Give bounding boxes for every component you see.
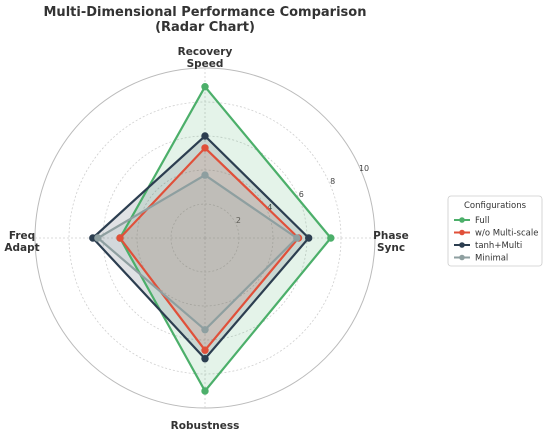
legend-marker xyxy=(459,242,465,248)
legend-box xyxy=(447,195,543,267)
axis-label: Adapt xyxy=(4,242,39,254)
grid: 2 4 6 8 10 xyxy=(34,67,376,409)
series-fill-full xyxy=(120,86,331,391)
data-point xyxy=(201,326,209,334)
series-fill-minimal xyxy=(97,175,297,330)
legend-label: Full xyxy=(475,216,490,226)
legend-title: Configurations xyxy=(464,201,527,211)
legend: Configurations Full w/o Multi-scale tanh+Mu… xyxy=(447,195,543,267)
chart-title-line2: (Radar Chart) xyxy=(155,20,255,35)
data-point xyxy=(201,83,209,91)
axis-label: Sync xyxy=(377,242,405,254)
radial-tick-label: 6 xyxy=(299,190,304,199)
data-point xyxy=(201,132,209,140)
radial-tick-label: 10 xyxy=(359,164,369,173)
legend-marker xyxy=(459,217,465,223)
data-point xyxy=(327,234,335,242)
data-point xyxy=(116,234,124,242)
series-layer xyxy=(89,83,335,395)
data-point xyxy=(305,234,313,242)
axis-label: Freq xyxy=(9,230,35,242)
data-point xyxy=(201,355,209,363)
legend-label: Minimal xyxy=(475,254,508,264)
legend-label: w/o Multi-scale xyxy=(475,229,538,239)
data-point xyxy=(201,171,209,179)
axis-label: Recovery xyxy=(178,46,233,58)
legend-marker xyxy=(459,229,465,236)
data-point xyxy=(201,144,209,152)
axis-label: Phase xyxy=(373,230,409,242)
legend-label: tanh+Multi xyxy=(475,241,522,251)
radial-tick-label: 2 xyxy=(236,216,241,225)
radial-tick-label: 8 xyxy=(330,177,335,186)
axis-label: Robustness xyxy=(171,420,240,432)
axis-label: Speed xyxy=(187,58,224,70)
chart-title-line1: Multi-Dimensional Performance Comparison xyxy=(44,5,367,20)
data-point xyxy=(201,387,209,395)
data-point xyxy=(201,346,209,354)
legend-marker xyxy=(459,254,465,261)
data-point xyxy=(293,234,301,242)
radial-tick-label: 4 xyxy=(267,203,272,212)
data-point xyxy=(94,234,102,242)
